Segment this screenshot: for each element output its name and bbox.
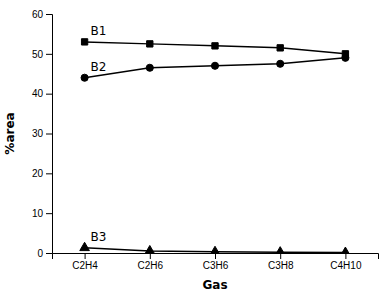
series (81, 39, 348, 57)
y-tick-mark (46, 14, 52, 15)
y-tick-mark (46, 94, 52, 95)
y-tick-label: 50 (32, 49, 44, 60)
y-tick-label: 10 (32, 208, 44, 219)
x-tick-mark (215, 253, 216, 259)
y-tick: 30 (32, 128, 52, 139)
x-tick: C2H6 (138, 253, 164, 271)
series-line (85, 58, 346, 78)
marker (277, 45, 283, 51)
x-axis-title: Gas (202, 278, 227, 292)
series-label: B2 (91, 60, 107, 74)
y-tick-mark (46, 173, 52, 174)
y-tick-label: 40 (32, 88, 44, 99)
series-label: B1 (91, 24, 107, 38)
marker (147, 41, 153, 47)
y-tick: 0 (37, 248, 52, 259)
y-tick-label: 0 (37, 248, 43, 259)
series-line (85, 42, 346, 54)
x-axis: C2H4 C2H6 C3H6 C3H8 C4H10 (53, 253, 379, 271)
marker (275, 247, 285, 253)
marker (277, 60, 284, 67)
y-axis: 0 10 20 30 40 50 60 (32, 9, 53, 259)
x-tick-label: C3H6 (203, 260, 229, 271)
x-tick: C4H10 (330, 253, 362, 271)
plot-area: 0 10 20 30 40 50 60 C2H4 C2H6 C3H6 C3H8 C4H10 B1 B2 B3 (32, 9, 379, 271)
y-tick: 40 (32, 88, 52, 99)
y-tick: 10 (32, 208, 52, 219)
x-tick: C3H8 (268, 253, 294, 271)
y-tick-label: 30 (32, 128, 44, 139)
marker (342, 54, 349, 61)
marker (212, 43, 218, 49)
y-tick-mark (46, 213, 52, 214)
series-label: B3 (91, 230, 107, 244)
marker (81, 74, 88, 81)
x-tick-mark (345, 253, 346, 259)
x-tick-label: C4H10 (330, 260, 362, 271)
y-tick: 50 (32, 49, 52, 60)
x-tick: C3H6 (203, 253, 229, 271)
series-labels: B1 B2 B3 (91, 24, 107, 244)
y-axis-line (46, 15, 53, 254)
marker (81, 39, 87, 45)
series (80, 242, 350, 253)
y-axis-title: %area (3, 112, 17, 154)
chart: 0 10 20 30 40 50 60 C2H4 C2H6 C3H6 C3H8 C4H10 B1 B2 B3… (0, 0, 392, 297)
series (81, 54, 349, 81)
x-tick-label: C3H8 (268, 260, 294, 271)
y-tick-mark (46, 253, 52, 254)
y-tick-mark (46, 134, 52, 135)
x-tick-mark (85, 253, 86, 259)
x-tick-mark (150, 253, 151, 259)
marker (210, 246, 220, 253)
y-tick: 20 (32, 168, 52, 179)
marker (146, 64, 153, 71)
marker (145, 245, 155, 253)
marker (80, 242, 90, 250)
marker (211, 62, 218, 69)
x-tick-label: C2H6 (138, 260, 164, 271)
series-group (80, 39, 350, 253)
y-tick-label: 20 (32, 168, 44, 179)
x-tick-mark (280, 253, 281, 259)
marker (341, 247, 351, 253)
y-tick-label: 60 (32, 9, 44, 20)
y-tick-mark (46, 54, 52, 55)
x-axis-line (53, 254, 379, 260)
x-tick: C2H4 (72, 253, 98, 271)
x-tick-label: C2H4 (72, 260, 98, 271)
y-tick: 60 (32, 9, 52, 20)
